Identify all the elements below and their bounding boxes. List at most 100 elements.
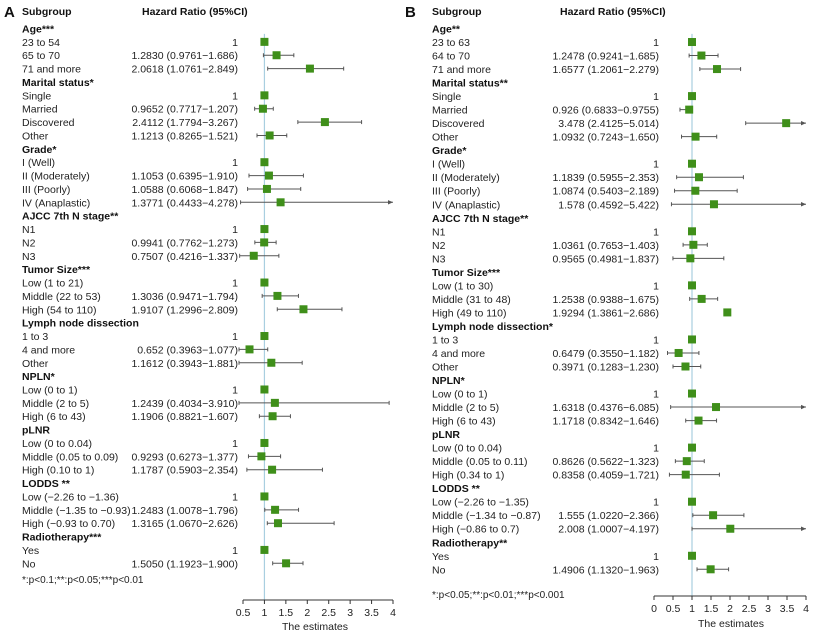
x-tick-label: 2 xyxy=(304,607,310,619)
hazard-ratio-text: 1.6577 (1.2061−2.279) xyxy=(552,64,659,76)
subgroup-label: 1 to 3 xyxy=(432,334,458,346)
hazard-ratio-text: 1.0361 (0.7653−1.403) xyxy=(552,240,659,252)
hazard-ratio-text: 1 xyxy=(653,551,659,563)
group-label: Grade* xyxy=(22,144,57,156)
hazard-ratio-text: 1 xyxy=(232,37,238,49)
hazard-ratio-text: 1 xyxy=(653,334,659,346)
hazard-ratio-marker xyxy=(688,159,696,168)
hazard-ratio-text: 0.9941 (0.7762−1.273) xyxy=(131,237,238,249)
hazard-ratio-marker xyxy=(260,158,269,167)
subgroup-label: I (Well) xyxy=(22,157,55,169)
hazard-ratio-marker xyxy=(260,91,269,100)
hazard-ratio-text: 1.1906 (0.8821−1.607) xyxy=(131,411,238,423)
hazard-ratio-marker xyxy=(305,64,314,73)
hazard-ratio-text: 1 xyxy=(232,224,238,236)
group-label: Lymph node dissection* xyxy=(432,321,554,333)
hazard-ratio-marker xyxy=(271,505,280,514)
subgroup-label: Middle (0.05 to 0.11) xyxy=(432,456,528,468)
x-tick-label: 0 xyxy=(651,603,657,615)
subgroup-label: Single xyxy=(22,90,51,102)
hazard-ratio-marker xyxy=(681,470,690,479)
hazard-ratio-text: 1.2483 (1.0078−1.796) xyxy=(131,505,238,517)
hazard-ratio-marker xyxy=(260,238,269,247)
hazard-ratio-marker xyxy=(264,171,273,180)
hazard-ratio-text: 2.4112 (1.7794−3.267) xyxy=(132,117,238,129)
group-label: NPLN* xyxy=(22,371,56,383)
group-label: AJCC 7th N stage** xyxy=(22,211,119,223)
hazard-ratio-marker xyxy=(686,254,695,263)
subgroup-label: Low (1 to 30) xyxy=(432,280,493,292)
hazard-ratio-text: 1.6318 (0.4376−6.085) xyxy=(552,402,659,414)
hazard-ratio-text: 1.3036 (0.9471−1.794) xyxy=(131,291,238,303)
subgroup-label: Low (0 to 0.04) xyxy=(22,438,92,450)
panel-b-x-axis-label: The estimates xyxy=(698,618,764,630)
subgroup-label: Middle (22 to 53) xyxy=(22,291,101,303)
ci-arrow xyxy=(801,404,806,410)
hazard-ratio-marker xyxy=(268,465,277,474)
subgroup-label: II (Moderately) xyxy=(22,171,90,183)
hazard-ratio-text: 0.652 (0.3963−1.077) xyxy=(137,344,238,356)
subgroup-label: High (−0.86 to 0.7) xyxy=(432,524,519,536)
subgroup-label: IV (Anaplastic) xyxy=(22,197,90,209)
hazard-ratio-marker xyxy=(265,131,274,140)
hazard-ratio-marker xyxy=(320,118,329,127)
hazard-ratio-marker xyxy=(272,51,281,60)
hazard-ratio-text: 1 xyxy=(232,384,238,396)
subgroup-label: Low (0 to 0.04) xyxy=(432,443,502,455)
subgroup-label: 71 and more xyxy=(22,64,81,76)
group-label: Radiotherapy** xyxy=(432,537,508,549)
subgroup-label: 65 to 70 xyxy=(22,50,60,62)
subgroup-label: High (−0.93 to 0.70) xyxy=(22,518,115,530)
hazard-ratio-marker xyxy=(681,362,690,371)
subgroup-label: 64 to 70 xyxy=(432,51,470,63)
hazard-ratio-marker xyxy=(685,105,694,114)
hazard-ratio-marker xyxy=(712,403,721,412)
panel-a-x-axis-label: The estimates xyxy=(282,621,348,633)
hazard-ratio-marker xyxy=(282,559,291,568)
panel-b-hr-header: Hazard Ratio (95%CI) xyxy=(560,6,666,18)
subgroup-label: Discovered xyxy=(432,118,485,130)
hazard-ratio-marker xyxy=(712,65,721,74)
hazard-ratio-marker xyxy=(273,291,282,300)
subgroup-label: N2 xyxy=(22,237,36,249)
hazard-ratio-text: 0.926 (0.6833−0.9755) xyxy=(552,105,659,117)
subgroup-label: Middle (−1.35 to −0.93) xyxy=(22,505,131,517)
hazard-ratio-text: 1.0932 (0.7243−1.650) xyxy=(552,132,659,144)
hazard-ratio-text: 1.578 (0.4592−5.422) xyxy=(558,199,659,211)
hazard-ratio-text: 1 xyxy=(232,278,238,290)
x-tick-label: 1 xyxy=(262,607,268,619)
subgroup-label: 4 and more xyxy=(432,348,485,360)
hazard-ratio-text: 1.2439 (0.4034−3.910) xyxy=(131,398,238,410)
hazard-ratio-text: 1 xyxy=(653,497,659,509)
subgroup-label: Low (0 to 1) xyxy=(22,384,77,396)
subgroup-label: IV (Anaplastic) xyxy=(432,199,500,211)
group-label: AJCC 7th N stage** xyxy=(432,213,529,225)
hazard-ratio-marker xyxy=(260,332,269,341)
hazard-ratio-text: 1.1612 (0.3943−1.881) xyxy=(131,358,238,370)
hazard-ratio-marker xyxy=(709,511,718,520)
hazard-ratio-marker xyxy=(689,240,698,249)
hazard-ratio-marker xyxy=(245,345,254,354)
hazard-ratio-text: 0.9565 (0.4981−1.837) xyxy=(552,253,659,265)
subgroup-label: 1 to 3 xyxy=(22,331,48,343)
group-label: pLNR xyxy=(432,429,460,441)
hazard-ratio-text: 1.2478 (0.9241−1.685) xyxy=(552,51,659,63)
subgroup-label: III (Poorly) xyxy=(432,186,480,198)
subgroup-label: N1 xyxy=(432,226,446,238)
subgroup-label: Low (−2.26 to −1.35) xyxy=(432,497,529,509)
group-label: NPLN* xyxy=(432,375,466,387)
hazard-ratio-text: 0.7507 (0.4216−1.337) xyxy=(131,251,238,263)
x-tick-label: 3.5 xyxy=(780,603,795,615)
hazard-ratio-text: 1.1053 (0.6395−1.910) xyxy=(131,171,238,183)
group-label: LODDS ** xyxy=(432,483,481,495)
hazard-ratio-text: 1 xyxy=(653,443,659,455)
hazard-ratio-marker xyxy=(709,200,718,209)
x-tick-label: 3 xyxy=(347,607,353,619)
hazard-ratio-text: 1.1718 (0.8342−1.646) xyxy=(552,416,659,428)
hazard-ratio-text: 1 xyxy=(653,226,659,238)
hazard-ratio-text: 1 xyxy=(232,157,238,169)
hazard-ratio-text: 0.8358 (0.4059−1.721) xyxy=(552,470,659,482)
hazard-ratio-text: 1.0588 (0.6068−1.847) xyxy=(131,184,238,196)
subgroup-label: No xyxy=(22,558,36,570)
